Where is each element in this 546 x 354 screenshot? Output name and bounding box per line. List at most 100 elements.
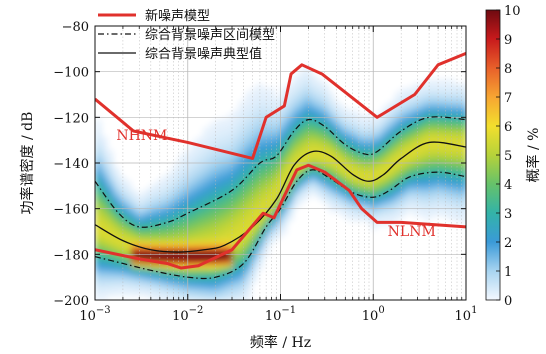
heat-cell [238,295,246,300]
heat-cell [214,282,222,288]
heat-cell [430,87,437,94]
heat-cell [202,132,210,138]
heat-cell [430,136,437,142]
heat-cell [256,246,264,253]
heat-cell [286,87,294,94]
heat-cell [208,295,216,300]
heat-cell [280,145,288,151]
heat-cell [190,158,198,164]
heat-cell [418,163,425,169]
heat-cell [220,171,228,178]
heat-cell [304,105,312,111]
heat-cell [436,109,443,116]
heat-cell [292,87,300,94]
heat-cell [274,136,282,142]
heat-cell [160,242,168,248]
heat-cell [406,92,413,98]
heat-cell [250,216,258,222]
heat-cell [238,229,246,235]
heat-cell [316,140,324,147]
heat-cell [256,229,264,235]
heat-cell [160,176,168,182]
heat-cell [106,163,114,169]
heat-cell [298,79,306,85]
heat-cell [208,189,216,195]
heat-cell [268,154,276,160]
heat-cell [364,136,372,142]
heat-cell [160,185,168,191]
heat-cell [214,176,222,182]
heat-cell [250,229,258,235]
heat-cell [190,242,198,248]
heat-cell [160,273,168,279]
heat-cell [328,158,336,164]
heat-cell [460,207,466,213]
heat-cell [388,123,395,129]
heat-cell [148,260,156,266]
heat-cell [448,127,455,133]
heat-cell [340,118,348,125]
heat-cell [214,140,222,147]
heat-cell [208,163,216,169]
heat-cell [172,163,180,169]
heat-cell [136,211,144,217]
heat-cell [250,158,258,164]
heat-cell [370,123,378,129]
heat-cell [244,127,252,133]
heat-cell [418,149,425,155]
heat-cell [214,220,222,226]
heat-cell [358,193,366,200]
heat-cell [178,207,186,213]
heat-cell [268,211,276,217]
heat-cell [226,277,234,284]
heat-cell [274,149,282,155]
heat-cell [220,193,228,200]
heat-cell [448,176,455,182]
heat-cell [460,202,466,208]
heat-cell [106,185,114,191]
heat-cell [382,198,390,204]
heat-cell [298,140,306,147]
heat-cell [118,233,126,239]
heat-cell [142,229,150,235]
heat-cell [220,273,228,279]
heat-cell [448,211,455,217]
heat-cell [328,132,336,138]
heat-cell [202,264,210,270]
heat-cell [244,96,252,102]
heat-cell [202,238,210,244]
heat-cell [118,216,126,222]
heat-cell [95,140,102,147]
heat-cell [298,123,306,129]
heat-cell [334,109,342,116]
heat-cell [160,233,168,239]
heat-cell [190,273,198,279]
heat-cell [106,269,114,275]
heat-cell [112,193,120,200]
heat-cell [286,154,294,160]
heat-cell [202,154,210,160]
heat-cell [316,145,324,151]
heat-cell [346,176,354,182]
heat-cell [106,207,114,213]
heat-cell [424,176,431,182]
heat-cell [448,92,455,98]
heat-cell [106,193,114,200]
heat-cell [250,105,258,111]
heat-cell [95,211,102,217]
heat-cell [214,229,222,235]
heat-cell [292,118,300,125]
heat-cell [394,189,401,195]
heat-cell [382,185,390,191]
heat-cell [280,109,288,116]
heat-cell [418,193,425,200]
colorbar-tick-label: 6 [504,120,512,135]
heat-cell [322,127,330,133]
heat-cell [232,220,240,226]
heat-cell [418,87,425,94]
heat-cell [406,189,413,195]
heat-cell [250,260,258,266]
heat-cell [154,202,162,208]
heat-cell [448,105,455,111]
heat-cell [388,167,395,173]
